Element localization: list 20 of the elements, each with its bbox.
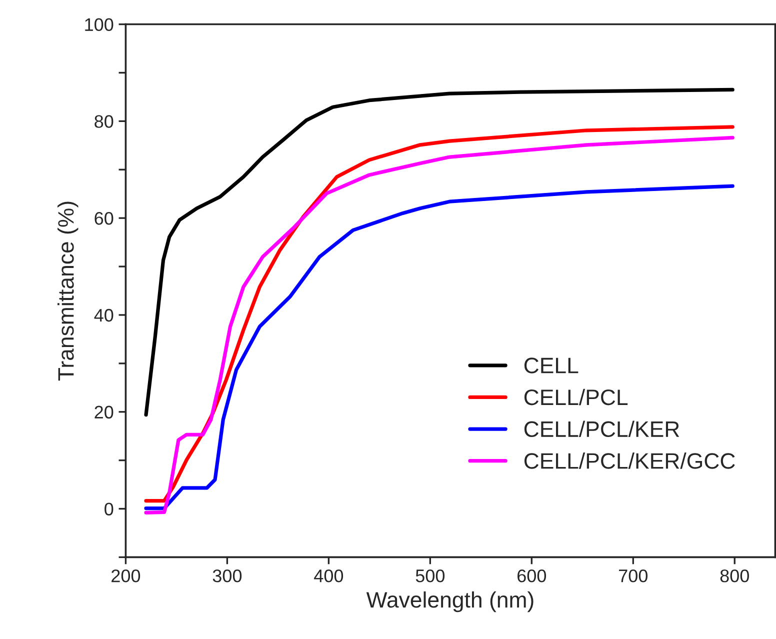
y-tick-label: 40: [94, 308, 114, 322]
legend-label: CELL: [524, 358, 578, 374]
y-tick-label: 100: [85, 18, 114, 31]
x-tick-label: 600: [518, 569, 546, 582]
legend-label: CELL/PCL: [524, 388, 628, 406]
legend-label: CELL/PCL/KER: [524, 420, 680, 438]
x-axis-title: Wavelength (nm): [366, 591, 534, 612]
y-tick-label: 60: [94, 212, 114, 225]
line-series: [144, 88, 734, 417]
x-tick-label: 500: [416, 569, 445, 582]
y-tick-label: 80: [94, 115, 114, 128]
x-tick-label: 300: [212, 569, 242, 582]
x-tick-label: 700: [619, 569, 648, 582]
x-tick-label: 800: [720, 569, 749, 582]
legend-label: CELL/PCL/KER/GCC: [524, 452, 735, 469]
y-tick-label: 0: [104, 502, 114, 516]
x-tick-label: 200: [112, 569, 140, 582]
y-axis-title: Transmittance (%): [58, 202, 78, 381]
y-tick-label: 20: [94, 406, 114, 419]
x-tick-label: 400: [314, 569, 344, 582]
